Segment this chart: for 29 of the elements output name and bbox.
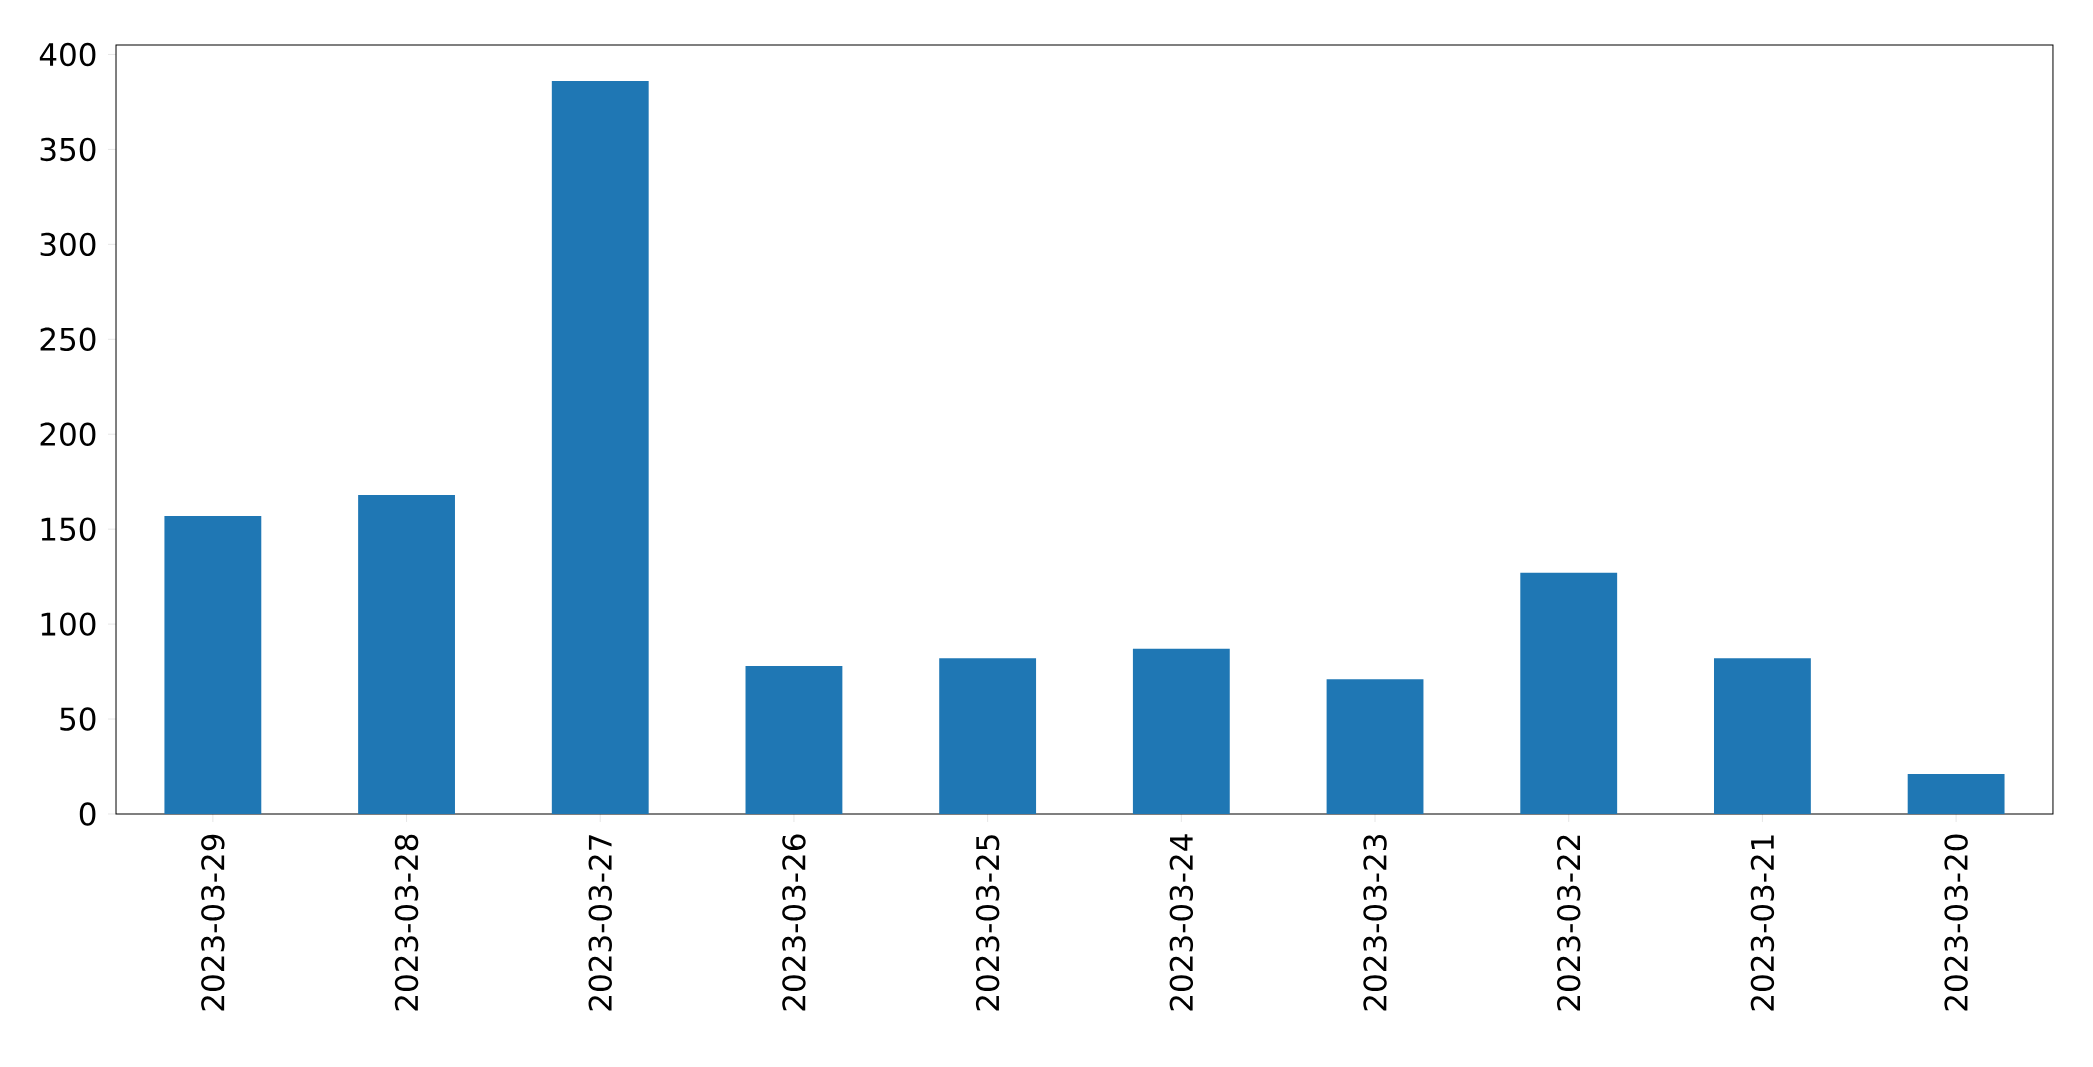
- y-tick-label: 350: [40, 137, 96, 162]
- bar: [939, 658, 1037, 814]
- y-tick-label: 200: [40, 422, 96, 446]
- bar: [551, 81, 649, 814]
- bar: [164, 515, 262, 814]
- x-tick-label: 2023-03-27: [588, 835, 612, 1011]
- bar: [1132, 648, 1230, 814]
- y-tick-label: 50: [60, 707, 96, 731]
- x-tick-label: 2023-03-29: [201, 834, 225, 1011]
- bar: [358, 494, 455, 814]
- bar: [1520, 572, 1618, 814]
- y-tick-label: 300: [40, 232, 96, 257]
- y-tick-label: 400: [39, 42, 96, 67]
- x-tick-label: 2023-03-26: [782, 834, 806, 1011]
- x-tick-label: 2023-03-23: [1363, 835, 1387, 1011]
- bar: [1907, 774, 2005, 814]
- bar: [745, 665, 843, 814]
- bar: [1326, 679, 1424, 814]
- x-tick-label: 2023-03-22: [1557, 835, 1581, 1011]
- y-tick-label: 250: [40, 327, 96, 352]
- y-tick-label: 100: [41, 612, 96, 636]
- x-tick-label: 2023-03-21: [1750, 835, 1775, 1011]
- x-tick-label: 2023-03-28: [394, 834, 419, 1011]
- x-tick-label: 2023-03-25: [975, 835, 1000, 1011]
- y-tick-label: 0: [79, 802, 96, 826]
- bar: [1714, 658, 1811, 814]
- x-tick-label: 2023-03-20: [1944, 834, 1968, 1011]
- y-tick-label: 150: [41, 517, 96, 541]
- x-tick-label: 2023-03-24: [1169, 834, 1194, 1011]
